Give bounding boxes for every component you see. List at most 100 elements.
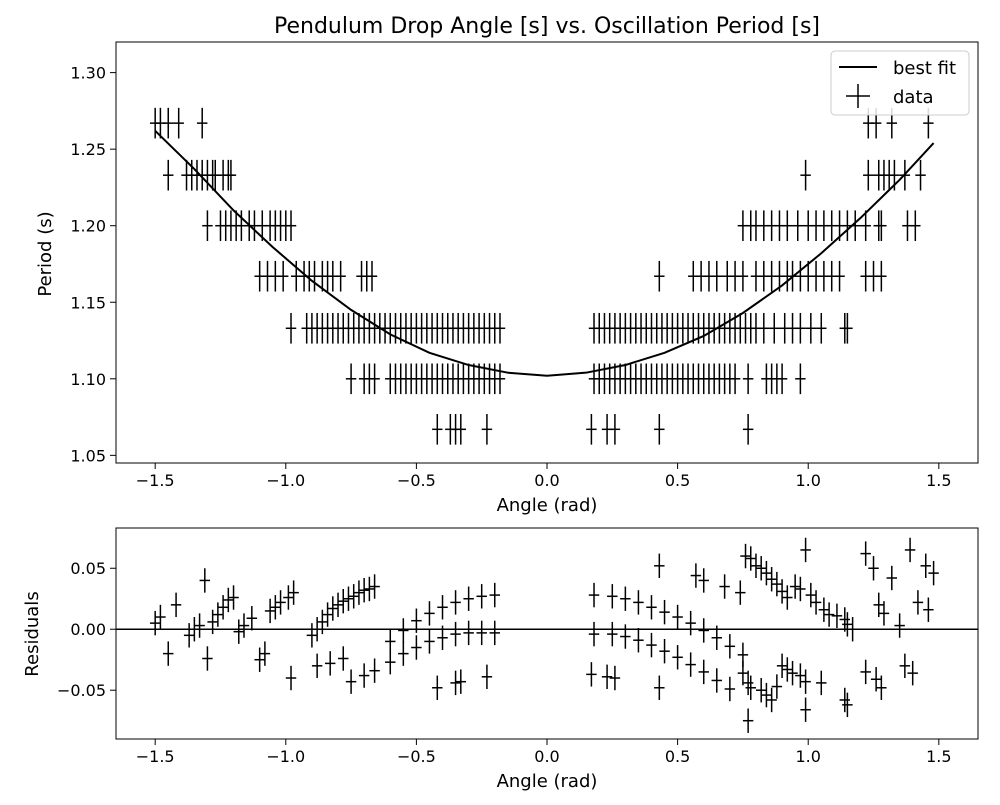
residual-point	[795, 576, 806, 602]
data-point	[586, 414, 597, 445]
residual-point	[912, 590, 924, 615]
data-point	[432, 414, 443, 445]
residual-point	[685, 610, 696, 636]
residual-point	[343, 586, 354, 611]
bottom-y-tick-label: 0.00	[70, 620, 106, 639]
data-point	[834, 260, 845, 292]
residual-point	[698, 659, 709, 685]
residual-point	[831, 603, 843, 629]
top-x-tick-label: −1.5	[136, 471, 175, 490]
top-axis-ticks: −1.5 −1.0 −0.5 0.0 0.5 1.0 1.5 1.05 1.10 1.15 1.20…	[70, 64, 951, 490]
data-point	[863, 159, 874, 191]
residual-point	[776, 579, 788, 604]
residual-point	[787, 660, 798, 686]
data-point	[369, 363, 380, 395]
top-y-tick-label: 1.10	[70, 370, 106, 389]
residual-point	[437, 625, 448, 650]
residual-point	[800, 669, 811, 694]
top-x-tick-label: 1.5	[926, 471, 951, 490]
residual-point	[411, 635, 422, 660]
residual-point	[358, 578, 370, 603]
residual-point	[860, 541, 871, 566]
residual-point	[233, 619, 244, 644]
data-point	[876, 260, 887, 292]
residual-point	[202, 646, 213, 671]
residual-point	[842, 612, 853, 637]
top-y-tick-label: 1.05	[70, 446, 106, 465]
data-point	[737, 260, 749, 292]
residual-point	[847, 617, 858, 642]
residual-point	[789, 574, 801, 599]
residual-point	[761, 682, 772, 708]
residual-point	[228, 585, 239, 610]
residual-point	[264, 598, 276, 624]
residual-point	[194, 613, 205, 638]
data-point	[816, 312, 827, 344]
data-point	[792, 210, 803, 242]
residual-point	[782, 585, 793, 610]
residual-point	[385, 649, 396, 675]
bottom-x-tick-label: 1.5	[926, 747, 951, 766]
residual-point	[149, 610, 161, 636]
residual-point	[800, 697, 811, 722]
residual-point	[805, 582, 817, 608]
residual-point	[711, 668, 723, 693]
top-x-tick-label: 1.0	[795, 471, 820, 490]
residual-point	[654, 553, 665, 579]
residual-point	[698, 618, 709, 643]
residual-point	[398, 618, 409, 643]
residual-point	[588, 621, 600, 647]
residual-point	[771, 674, 783, 699]
residual-point	[348, 584, 359, 609]
residual-point	[818, 597, 830, 622]
residual-point	[155, 604, 166, 630]
data-point	[494, 363, 506, 395]
top-x-tick-label: −1.0	[266, 471, 305, 490]
residual-point	[364, 576, 375, 602]
residual-point	[489, 620, 500, 646]
residual-point	[358, 663, 370, 688]
residual-point	[823, 602, 835, 627]
residual-point	[755, 556, 767, 581]
residual-point	[646, 632, 657, 658]
residual-point	[609, 665, 621, 691]
residual-point	[353, 580, 365, 605]
residual-point	[646, 595, 657, 620]
data-point	[769, 312, 780, 344]
bottom-x-tick-label: −1.0	[266, 747, 305, 766]
residual-point	[800, 537, 811, 563]
top-y-axis-label: Period (s)	[35, 211, 56, 296]
data-point	[609, 414, 621, 445]
residual-point	[223, 587, 234, 613]
data-point	[758, 312, 770, 344]
residual-point	[659, 599, 670, 625]
top-plot-area	[115, 41, 979, 464]
residual-point	[920, 553, 931, 579]
data-point	[163, 107, 174, 139]
bottom-x-tick-label: −0.5	[397, 747, 436, 766]
data-point	[277, 260, 289, 292]
residual-point	[750, 553, 762, 579]
residual-point	[476, 620, 487, 646]
residual-point	[776, 653, 788, 679]
residual-point	[698, 568, 709, 593]
residual-point	[633, 590, 644, 615]
data-point	[729, 363, 741, 395]
bottom-y-axis-label: Residuals	[22, 591, 43, 676]
legend-label-fit: best fit	[893, 58, 956, 79]
residual-point	[588, 582, 600, 608]
residual-point	[275, 590, 286, 615]
data-point	[654, 414, 665, 445]
residual-point	[489, 582, 500, 608]
residual-point	[327, 596, 339, 621]
top-x-axis-label: Angle (rad)	[497, 495, 598, 516]
top-y-tick-label: 1.25	[70, 140, 106, 159]
residual-point	[450, 670, 461, 696]
residual-point	[199, 568, 211, 593]
residual-point	[782, 657, 793, 682]
residual-point	[904, 537, 916, 563]
residual-point	[724, 676, 736, 702]
data-point	[654, 260, 665, 292]
